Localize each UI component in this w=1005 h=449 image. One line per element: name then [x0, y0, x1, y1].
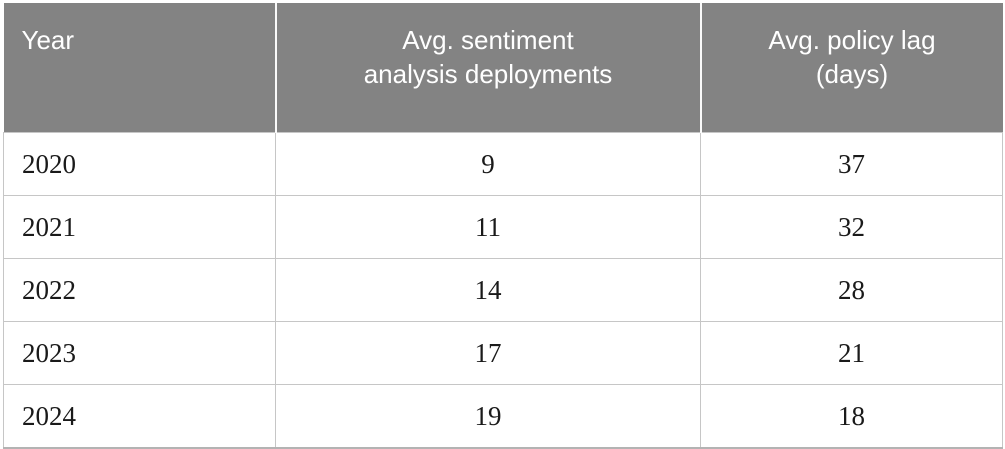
column-header-deployments-line1: Avg. sentiment [402, 25, 574, 55]
cell-deployments: 17 [275, 321, 701, 385]
table-body: 2020 9 37 2021 11 32 2022 14 28 2023 17 … [3, 132, 1003, 449]
cell-deployments: 11 [275, 195, 701, 259]
cell-year: 2022 [3, 258, 276, 322]
cell-deployments: 19 [275, 384, 701, 449]
cell-policy-lag: 37 [700, 132, 1003, 196]
cell-year: 2021 [3, 195, 276, 259]
cell-policy-lag: 18 [700, 384, 1003, 449]
data-table-container: Year Avg. sentiment analysis deployments… [3, 3, 1003, 449]
cell-policy-lag: 21 [700, 321, 1003, 385]
column-header-year-line1: Year [21, 25, 75, 55]
table-row: 2021 11 32 [3, 195, 1003, 259]
cell-policy-lag: 32 [700, 195, 1003, 259]
table-row: 2023 17 21 [3, 321, 1003, 385]
table-header: Year Avg. sentiment analysis deployments… [3, 3, 1003, 133]
cell-deployments: 14 [275, 258, 701, 322]
column-header-year: Year [3, 3, 276, 133]
cell-deployments: 9 [275, 132, 701, 196]
cell-year: 2023 [3, 321, 276, 385]
column-header-policy-lag-line1: Avg. policy lag [768, 25, 936, 55]
cell-year: 2020 [3, 132, 276, 196]
column-header-deployments: Avg. sentiment analysis deployments [274, 3, 701, 133]
column-header-policy-lag: Avg. policy lag (days) [699, 3, 1003, 133]
cell-policy-lag: 28 [700, 258, 1003, 322]
column-header-policy-lag-line2: (days) [815, 59, 889, 89]
cell-year: 2024 [3, 384, 276, 449]
table-row: 2024 19 18 [3, 384, 1003, 449]
table-row: 2022 14 28 [3, 258, 1003, 322]
header-row: Year Avg. sentiment analysis deployments… [3, 3, 1003, 133]
data-table: Year Avg. sentiment analysis deployments… [3, 3, 1003, 449]
column-header-deployments-line2: analysis deployments [363, 59, 613, 89]
table-row: 2020 9 37 [3, 132, 1003, 196]
